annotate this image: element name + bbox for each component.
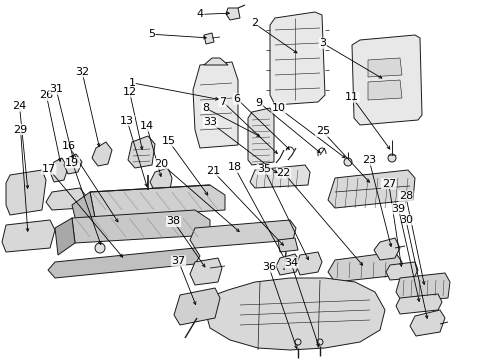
Polygon shape xyxy=(193,62,238,148)
Circle shape xyxy=(294,339,301,345)
Polygon shape xyxy=(190,220,295,248)
Text: 15: 15 xyxy=(162,136,175,146)
Polygon shape xyxy=(150,168,172,192)
Polygon shape xyxy=(225,8,240,20)
Text: 31: 31 xyxy=(49,84,63,94)
Text: 27: 27 xyxy=(381,179,395,189)
Text: 10: 10 xyxy=(271,103,285,113)
Polygon shape xyxy=(55,218,75,255)
Text: 6: 6 xyxy=(233,94,240,104)
Text: 11: 11 xyxy=(345,92,358,102)
Polygon shape xyxy=(72,210,209,243)
Polygon shape xyxy=(90,185,224,218)
Text: 34: 34 xyxy=(284,258,297,268)
Polygon shape xyxy=(48,248,200,278)
Text: 35: 35 xyxy=(257,164,270,174)
Polygon shape xyxy=(203,33,214,44)
Polygon shape xyxy=(351,35,421,125)
Polygon shape xyxy=(367,80,401,100)
Polygon shape xyxy=(269,12,325,105)
Text: 7: 7 xyxy=(219,96,225,107)
Polygon shape xyxy=(367,58,401,77)
Circle shape xyxy=(343,158,351,166)
Text: 21: 21 xyxy=(205,166,219,176)
Polygon shape xyxy=(275,254,299,275)
Polygon shape xyxy=(409,310,444,336)
Text: 18: 18 xyxy=(227,162,241,172)
Text: 36: 36 xyxy=(262,262,275,272)
Polygon shape xyxy=(385,262,417,280)
Text: 32: 32 xyxy=(75,67,89,77)
Text: 1: 1 xyxy=(128,78,135,88)
Text: 29: 29 xyxy=(13,125,28,135)
Polygon shape xyxy=(295,252,321,275)
Text: 14: 14 xyxy=(140,121,153,131)
Text: 23: 23 xyxy=(362,155,375,165)
Text: 20: 20 xyxy=(154,159,168,169)
Text: 26: 26 xyxy=(40,90,53,100)
Circle shape xyxy=(95,243,105,253)
Text: 8: 8 xyxy=(202,103,208,113)
Text: 22: 22 xyxy=(276,168,290,178)
Text: 33: 33 xyxy=(203,117,217,127)
Polygon shape xyxy=(190,258,222,285)
Polygon shape xyxy=(203,58,227,65)
Text: 5: 5 xyxy=(148,29,155,39)
Text: 9: 9 xyxy=(255,98,262,108)
Text: 37: 37 xyxy=(171,256,185,266)
Text: 19: 19 xyxy=(65,158,79,168)
Text: 16: 16 xyxy=(61,141,75,151)
Polygon shape xyxy=(50,158,68,182)
Polygon shape xyxy=(247,108,273,165)
Text: 13: 13 xyxy=(120,116,134,126)
Polygon shape xyxy=(327,252,401,282)
Polygon shape xyxy=(128,136,155,168)
Polygon shape xyxy=(72,192,95,230)
Polygon shape xyxy=(373,238,399,260)
Circle shape xyxy=(316,339,323,345)
Circle shape xyxy=(145,190,151,196)
Text: 12: 12 xyxy=(122,87,136,97)
Polygon shape xyxy=(2,220,55,252)
Text: 3: 3 xyxy=(319,38,325,48)
Polygon shape xyxy=(64,154,82,174)
Text: 17: 17 xyxy=(42,164,56,174)
Polygon shape xyxy=(174,288,220,325)
Text: 39: 39 xyxy=(391,204,405,214)
Polygon shape xyxy=(278,238,297,252)
Text: 25: 25 xyxy=(315,126,329,136)
Polygon shape xyxy=(204,278,384,350)
Polygon shape xyxy=(92,142,112,166)
Circle shape xyxy=(387,154,395,162)
Text: 28: 28 xyxy=(398,191,412,201)
Polygon shape xyxy=(6,170,46,215)
Polygon shape xyxy=(249,165,309,188)
Text: 4: 4 xyxy=(197,9,203,19)
Text: 24: 24 xyxy=(12,101,27,111)
Polygon shape xyxy=(395,294,441,314)
Polygon shape xyxy=(395,273,449,302)
Text: 30: 30 xyxy=(398,215,412,225)
Text: 2: 2 xyxy=(250,18,257,28)
Text: 38: 38 xyxy=(166,216,180,226)
Polygon shape xyxy=(327,170,414,208)
Polygon shape xyxy=(46,188,86,210)
